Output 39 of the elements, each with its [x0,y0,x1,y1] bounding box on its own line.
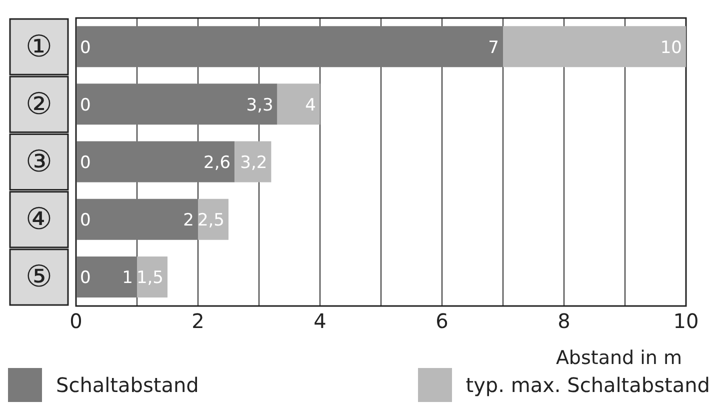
bar [76,26,503,68]
legend-label: typ. max. Schaltabstand [466,373,710,397]
annotation: 1,5 [136,268,164,288]
annotation: 0 [80,268,91,288]
x-tick-label: 8 [558,309,570,334]
annotation: 0 [80,95,91,116]
annotation: 0 [80,210,91,231]
x-tick-label: 6 [436,309,448,334]
y-tick-label: ① [26,29,52,64]
x-tick-label: 2 [192,309,204,334]
bar [503,26,686,68]
x-tick-label: 4 [314,309,326,334]
annotation: 2 [183,210,194,231]
legend-label: Schaltabstand [56,373,199,397]
x-tick-label: 0 [70,309,82,334]
bar [277,84,320,125]
annotation: 7 [488,38,499,58]
bar [137,256,168,298]
bar [76,198,198,240]
y-tick-label: ③ [26,144,52,180]
bar [198,198,228,240]
bar [76,256,137,298]
annotation: 2,6 [204,153,231,174]
y-tick-label: ⑤ [26,260,52,295]
annotation: 1 [122,268,133,288]
annotation: 10 [660,38,682,58]
bar [234,141,272,182]
bar [76,141,235,182]
bar [76,84,278,125]
annotation: 4 [305,95,316,116]
annotation: 0 [80,38,91,58]
annotation: 3,2 [240,153,268,174]
annotation: 0 [80,153,91,174]
annotation: 2,5 [197,210,224,231]
y-tick-label: ④ [26,202,52,238]
x-axis-title: Abstand in m [556,347,682,369]
x-tick-label: 10 [673,309,699,334]
y-tick-label: ② [26,86,52,122]
annotation: 3,3 [246,95,274,116]
